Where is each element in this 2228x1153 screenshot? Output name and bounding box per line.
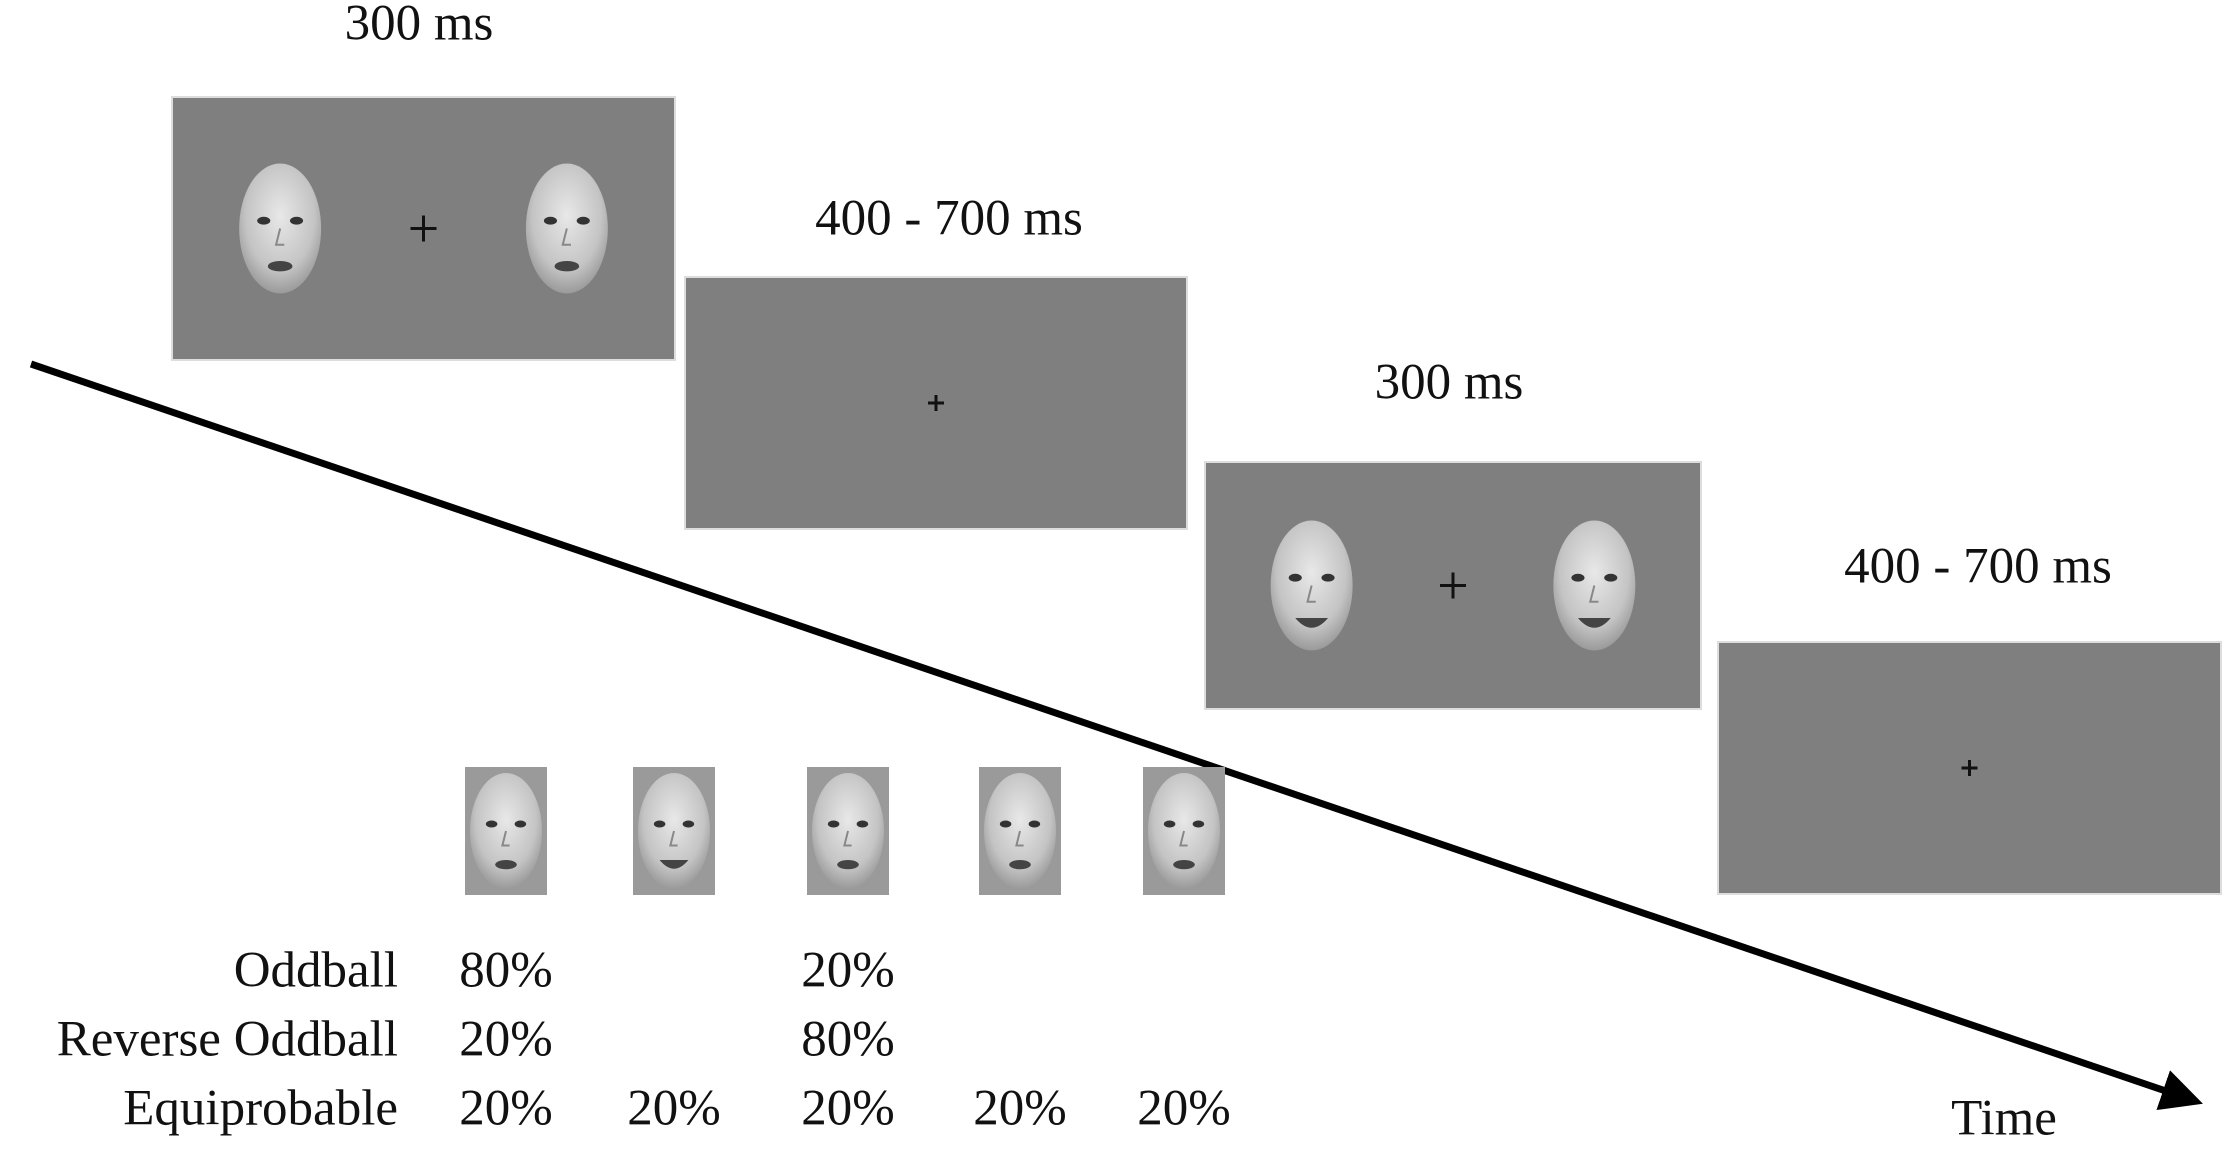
eye [999,820,1012,828]
eye [1288,573,1302,582]
eye [1028,820,1041,828]
face [1270,520,1353,651]
nose [669,830,678,847]
eye [543,216,558,225]
mouth [1173,860,1195,870]
duration-label: 300 ms [1375,355,1524,411]
eye [514,820,527,828]
probability: 20% [459,1012,552,1068]
nose [1179,830,1188,847]
probability: 20% [973,1081,1066,1137]
eye [1604,573,1618,582]
duration-label: 300 ms [345,0,494,52]
probability: 80% [459,943,552,999]
axis-label: Time [1951,1091,2057,1147]
mouth [1295,618,1329,628]
duration-label: 400 - 700 ms [1844,539,2112,595]
mouth [267,261,293,272]
row-label: Oddball [234,943,398,999]
duration-label: 400 - 700 ms [815,191,1083,247]
nose [1588,585,1599,603]
eye [289,216,304,225]
face [525,163,608,294]
face [812,773,884,889]
probability: 20% [801,943,894,999]
nose [843,830,852,847]
time-arrow [29,360,2203,1111]
row-label: Reverse Oddball [57,1012,398,1068]
nose [1015,830,1024,847]
probability: 20% [627,1081,720,1137]
probability: 80% [801,1012,894,1068]
mouth [554,261,580,272]
eye [1321,573,1335,582]
eye [682,820,695,828]
nose [274,228,285,246]
face [638,773,710,889]
eye [576,216,590,225]
nose [561,228,571,246]
eye [856,820,869,828]
probability: 20% [1137,1081,1230,1137]
eye [1192,820,1205,828]
eye [257,216,271,225]
mouth [837,860,859,870]
face [239,163,322,294]
probability: 20% [801,1081,894,1137]
mouth [1577,618,1611,628]
eye [1163,820,1176,828]
mouth [1009,860,1031,870]
eye [1571,573,1585,582]
eye [653,820,666,828]
face [1553,520,1636,651]
nose [501,830,510,847]
face [1148,773,1220,889]
mouth [659,860,689,869]
mouth [495,860,517,870]
face [470,773,542,889]
row-label: Equiprobable [123,1081,398,1137]
eye [485,820,498,828]
probability: 20% [459,1081,552,1137]
face [984,773,1056,889]
nose [1306,585,1316,603]
eye [827,820,840,828]
